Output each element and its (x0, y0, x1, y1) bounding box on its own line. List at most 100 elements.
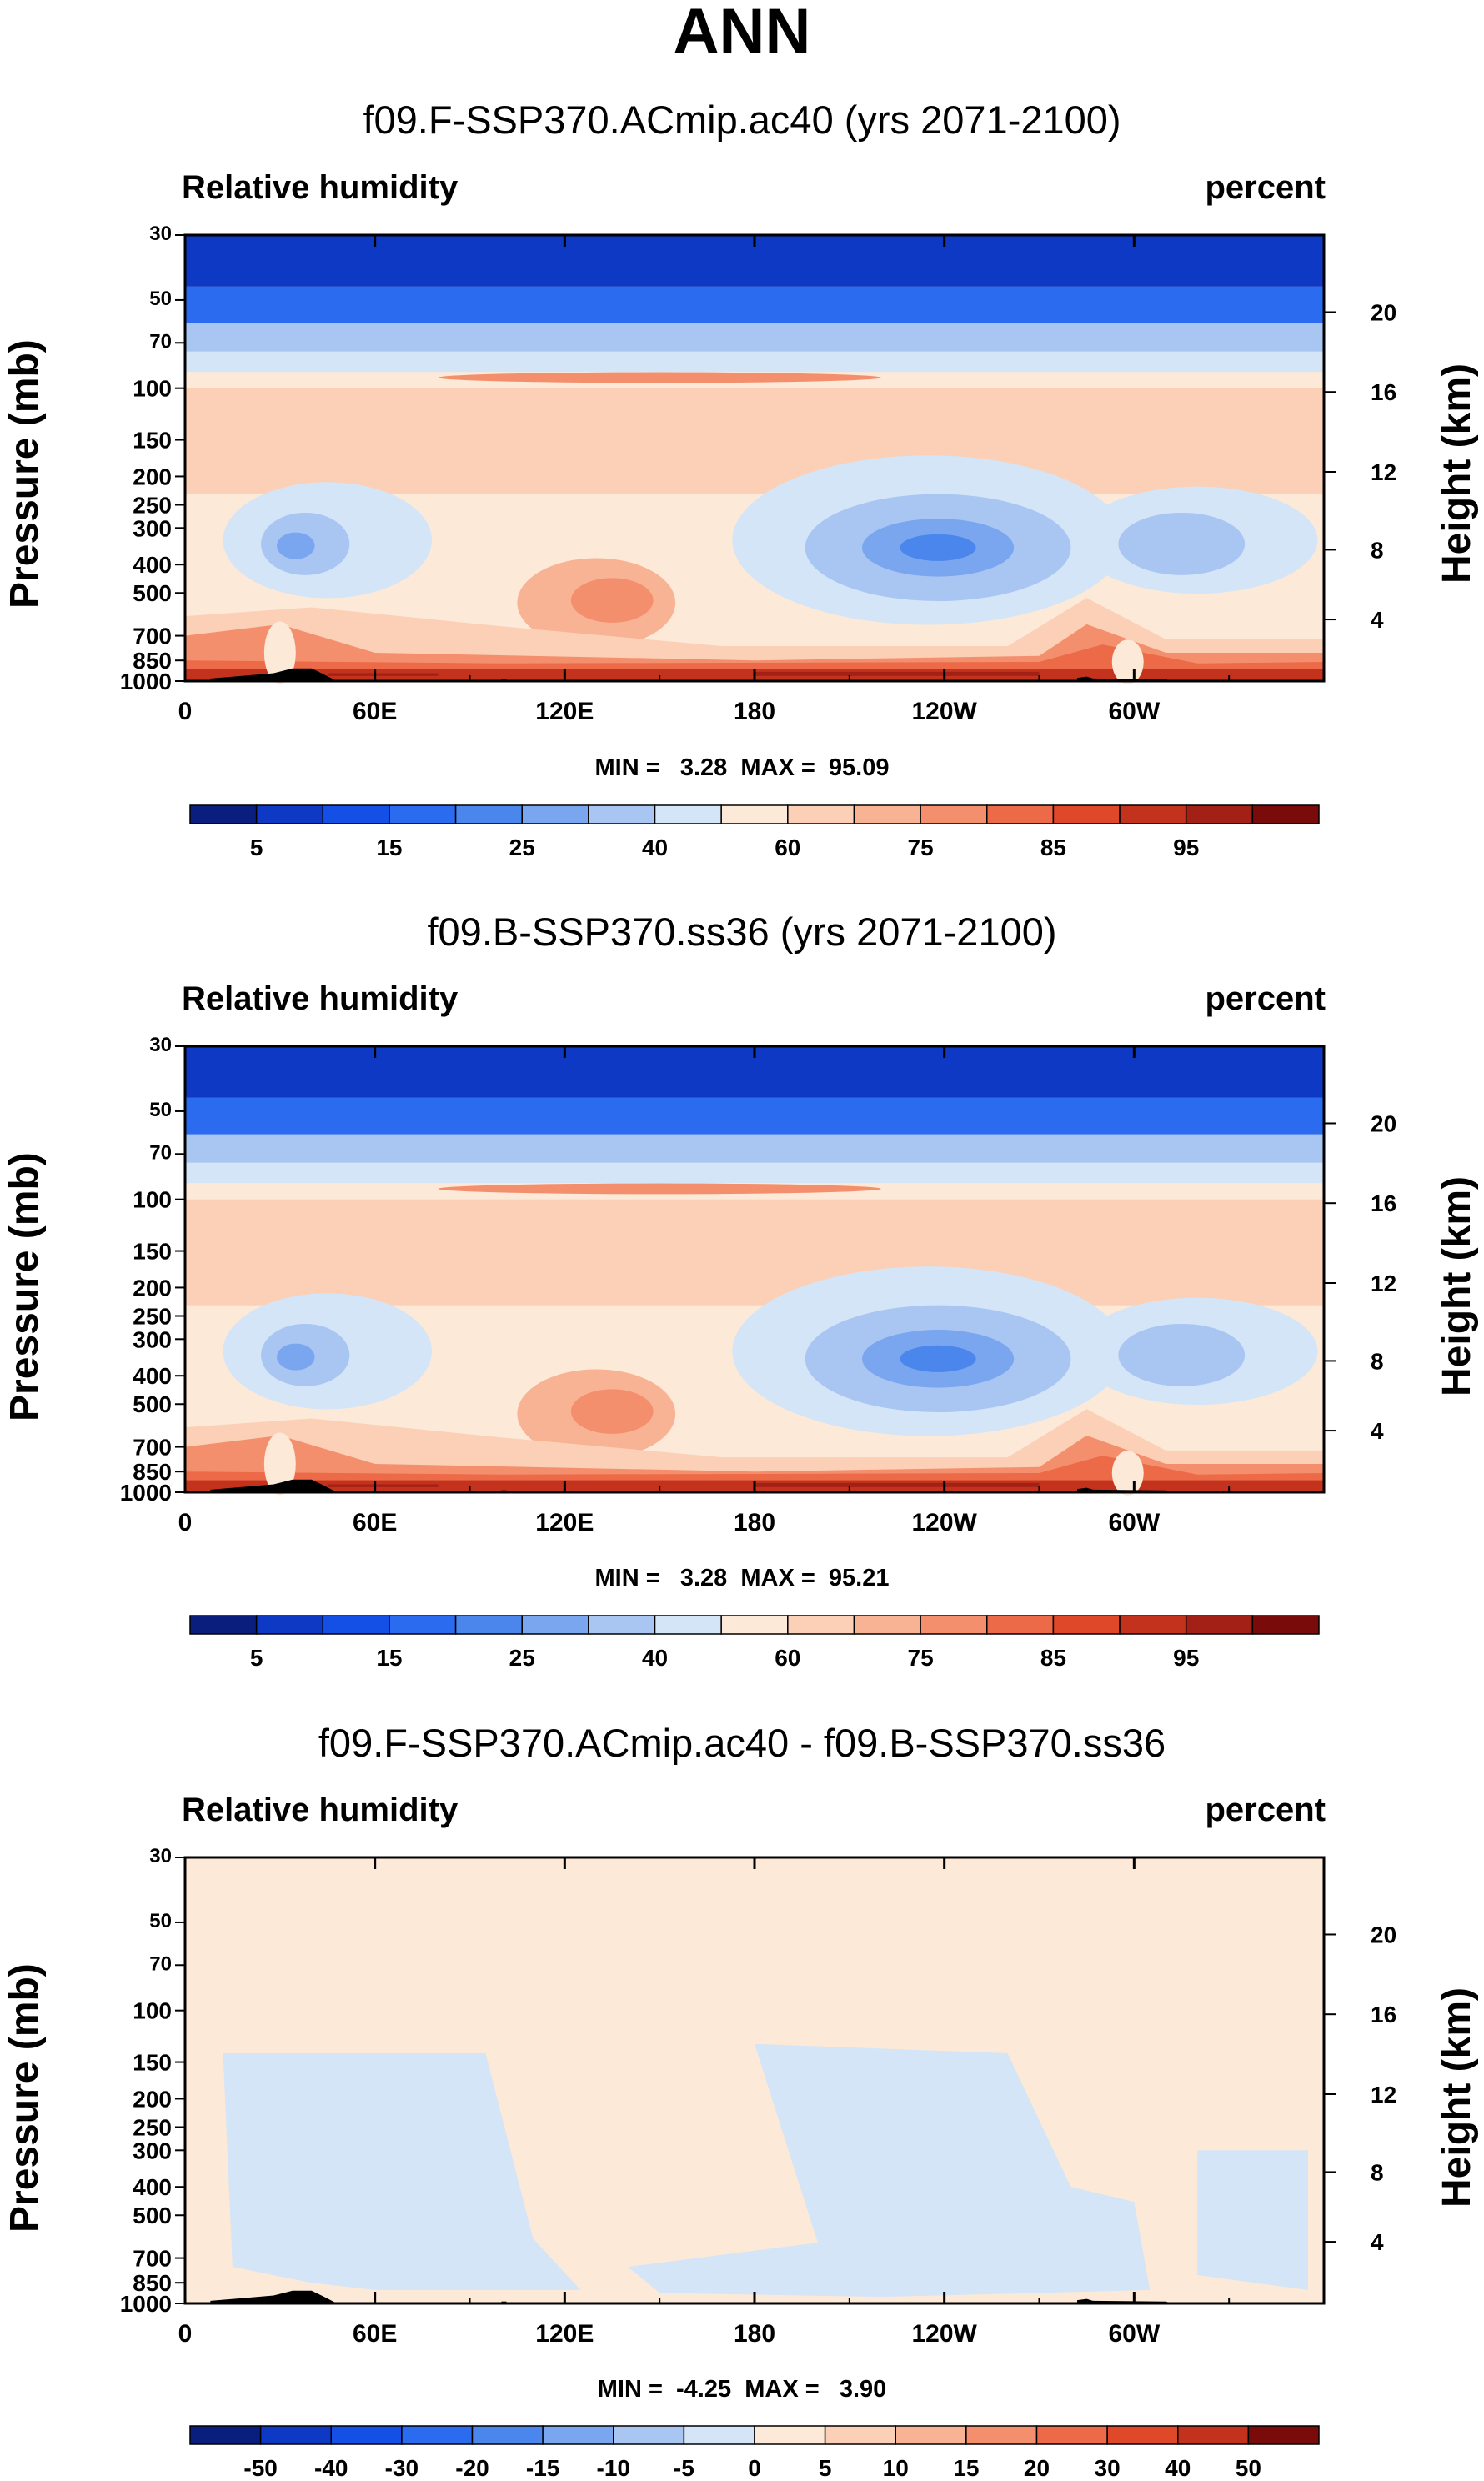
colorbar-swatch (1106, 2425, 1179, 2445)
x-tick-label: 120W (911, 1509, 977, 1536)
colorbar-label: 5 (250, 1645, 263, 1671)
dry-andes-spot (1111, 1451, 1144, 1496)
colorbar-swatch (330, 2425, 403, 2445)
height-tick-label: 20 (1371, 299, 1396, 325)
colorbar-swatch (189, 2425, 262, 2445)
x-tick-label: 120W (911, 2320, 977, 2348)
colorbar-label: 10 (883, 2455, 909, 2481)
dry-andes-spot (1111, 639, 1144, 684)
colorbar-label: 15 (376, 835, 402, 860)
colorbar-swatch (255, 1615, 324, 1635)
y-tick-label: 850 (133, 2270, 172, 2296)
y-tick-label: 200 (133, 1275, 172, 1301)
negative-region-west (223, 2053, 581, 2290)
colorbar-label: 40 (642, 835, 668, 860)
height-tick-label: 8 (1371, 1348, 1384, 1374)
y-tick-label: 400 (133, 552, 172, 578)
y-tick-label: 500 (133, 1391, 172, 1417)
colorbar-swatch (1247, 2425, 1320, 2445)
bl-core-pacific (755, 1482, 1040, 1487)
height-tick-label: 16 (1371, 1190, 1396, 1216)
strat-band-4 (185, 351, 1324, 373)
x-tick-label: 120E (535, 1509, 594, 1536)
colorbar-label: 40 (642, 1645, 668, 1671)
y-tick-label: 1000 (120, 1480, 172, 1506)
negative-region-east (1197, 2150, 1309, 2290)
colorbar-swatch (1185, 1615, 1254, 1635)
dry-africa-core (277, 1343, 315, 1371)
colorbar-layer: -50 -40 -30 -20 -15 -10 -5 0 5 10 15 20 30 40 50 (189, 2425, 1320, 2481)
colorbar-swatch (920, 804, 988, 824)
colorbar-label: 75 (908, 835, 934, 860)
y-tick-label: 70 (149, 1141, 172, 1164)
y-tick-label: 250 (133, 492, 172, 518)
colorbar-swatch (521, 1615, 589, 1635)
height-tick-label: 12 (1371, 459, 1396, 485)
strat-band-3 (185, 1134, 1324, 1163)
colorbar-swatch (588, 804, 656, 824)
colorbar-label: -15 (526, 2455, 559, 2481)
colorbar-swatch (1119, 804, 1187, 824)
bl-core-africa (327, 673, 439, 676)
colorbar-label: 60 (775, 835, 800, 860)
dry-sahara-spot (263, 1432, 296, 1496)
colorbar-swatch (986, 1615, 1055, 1635)
colorbar-swatch (613, 2425, 685, 2445)
colorbar-swatch (471, 2425, 544, 2445)
panel-1-minmax: MIN = 3.28 MAX = 95.09 (594, 754, 890, 781)
colorbar-label: 15 (953, 2455, 979, 2481)
colorbar-swatch (1177, 2425, 1250, 2445)
colorbar-swatch (189, 804, 258, 824)
y-tick-label: 1000 (120, 2291, 172, 2317)
x-tick-label: 120E (535, 2320, 594, 2348)
colorbar-swatch (853, 804, 921, 824)
colorbar-swatch (654, 1615, 722, 1635)
colorbar-label: 15 (376, 1645, 402, 1671)
y-tick-label: 850 (133, 1459, 172, 1485)
colorbar-label: -30 (385, 2455, 419, 2481)
field-layer (185, 235, 1324, 684)
colorbar-label: 60 (775, 1645, 800, 1671)
bl-core-pacific (755, 671, 1040, 676)
x-tick-label: 180 (734, 1509, 775, 1536)
strat-band-4 (185, 1162, 1324, 1184)
colorbar-label: 85 (1040, 835, 1066, 860)
colorbar-swatch (754, 2425, 826, 2445)
strat-band-3 (185, 323, 1324, 352)
x-tick-label: 120W (911, 698, 977, 725)
height-tick-label: 4 (1371, 1418, 1384, 1444)
height-tick-label: 16 (1371, 379, 1396, 405)
colorbar-label: 85 (1040, 1645, 1066, 1671)
colorbar-swatch (389, 804, 457, 824)
x-tick-label: 0 (178, 2320, 193, 2348)
y-tick-label: 700 (133, 624, 172, 649)
colorbar-swatch (259, 2425, 332, 2445)
panel-1-title: f09.F-SSP370.ACmip.ac40 (yrs 2071-2100) (363, 98, 1121, 142)
colorbar-swatch (853, 1615, 921, 1635)
panel-2-minmax: MIN = 3.28 MAX = 95.21 (594, 1565, 890, 1591)
y-tick-label: 700 (133, 2246, 172, 2272)
colorbar-swatch (521, 804, 589, 824)
colorbar-label: 20 (1024, 2455, 1050, 2481)
height-tick-label: 8 (1371, 2159, 1384, 2185)
colorbar-label: -40 (314, 2455, 348, 2481)
colorbar-swatch (1052, 1615, 1121, 1635)
y-tick-label: 150 (133, 1239, 172, 1265)
x-tick-label: 60W (1108, 1509, 1160, 1536)
colorbar-swatch (787, 804, 855, 824)
colorbar-swatch (189, 1615, 258, 1635)
y-tick-label: 1000 (120, 669, 172, 694)
colorbar-swatch (454, 1615, 523, 1635)
colorbar-label: 0 (748, 2455, 761, 2481)
moist-mc-core (570, 1389, 654, 1434)
field-layer (185, 1857, 1324, 2303)
panel-3-minmax: MIN = -4.25 MAX = 3.90 (597, 2376, 887, 2403)
y-tick-label: 30 (149, 223, 172, 245)
bl-core-africa (327, 1484, 439, 1487)
y-tick-label: 400 (133, 1363, 172, 1389)
colorbar-swatch (1119, 1615, 1187, 1635)
